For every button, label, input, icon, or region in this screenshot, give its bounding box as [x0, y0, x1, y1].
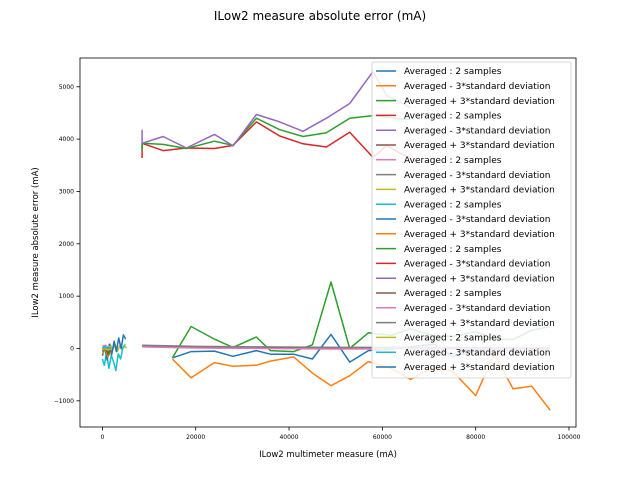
legend-entry: Averaged + 3*standard deviation: [404, 363, 555, 373]
legend-entry: Averaged - 3*standard deviation: [404, 171, 550, 181]
legend-entry: Averaged - 3*standard deviation: [404, 304, 550, 314]
legend-entry: Averaged - 3*standard deviation: [404, 215, 550, 225]
x-axis-ticks: 0 20000 40000 60000 80000 100000: [100, 427, 581, 441]
x-tick-label: 20000: [186, 434, 205, 441]
legend-box: [371, 61, 572, 379]
x-axis-label: ILow2 multimeter measure (mA): [259, 450, 397, 460]
series-line-21: [102, 346, 112, 349]
legend-entry: Averaged + 3*standard deviation: [404, 230, 555, 240]
legend-entry: Averaged - 3*standard deviation: [404, 126, 550, 136]
x-tick-label: 100000: [558, 434, 581, 441]
y-tick-label: 3000: [59, 188, 74, 195]
legend-entry: Averaged + 3*standard deviation: [404, 319, 555, 329]
series-line-20: [102, 348, 112, 351]
legend-entry: Averaged : 2 samples: [404, 245, 502, 255]
legend: Averaged : 2 samples Averaged - 3*standar…: [371, 61, 572, 379]
axes-frame: [79, 57, 577, 428]
y-tick-label: 5000: [59, 84, 74, 91]
series-line-18: [102, 344, 112, 349]
legend-entry: Averaged + 3*standard deviation: [404, 141, 555, 151]
series-line-19: [102, 347, 112, 350]
y-axis-label: ILow2 measure absolute error (mA): [31, 167, 41, 317]
legend-entry: Averaged + 3*standard deviation: [404, 274, 555, 284]
series-line-12: [101, 334, 127, 361]
y-tick-label: −1000: [54, 398, 74, 405]
legend-entry: Averaged : 2 samples: [404, 289, 502, 299]
y-tick-label: 1000: [59, 293, 74, 300]
legend-entry: Averaged + 3*standard deviation: [404, 186, 555, 196]
x-tick-label: 40000: [279, 434, 298, 441]
legend-entry: Averaged : 2 samples: [404, 334, 502, 344]
legend-entry: Averaged + 3*standard deviation: [404, 97, 555, 107]
y-tick-label: 4000: [59, 136, 74, 143]
legend-entry: Averaged : 2 samples: [404, 112, 502, 122]
chart-title: ILow2 measure absolute error (mA): [214, 9, 426, 23]
x-tick-label: 0: [100, 434, 104, 441]
y-tick-label: 2000: [59, 241, 74, 248]
legend-entry: Averaged : 2 samples: [404, 200, 502, 210]
y-axis-ticks: −1000 0 1000 2000 3000 4000 5000: [54, 84, 80, 405]
y-tick-label: 0: [70, 345, 74, 352]
x-tick-label: 60000: [373, 434, 392, 441]
x-tick-label: 80000: [466, 434, 485, 441]
legend-entry: Averaged : 2 samples: [404, 67, 502, 77]
legend-entry: Averaged - 3*standard deviation: [404, 82, 550, 92]
legend-entry: Averaged - 3*standard deviation: [404, 348, 550, 358]
legend-entry: Averaged - 3*standard deviation: [404, 260, 550, 270]
legend-entry: Averaged : 2 samples: [404, 156, 502, 166]
